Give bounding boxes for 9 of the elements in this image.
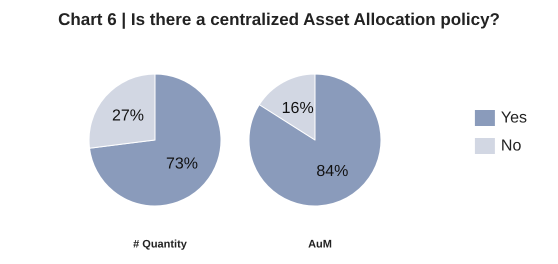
chart-title: Chart 6 | Is there a centralized Asset Allocation policy? <box>58 10 500 29</box>
data-label: 16% <box>282 100 314 117</box>
slice-label: # Quantity <box>133 238 188 250</box>
data-label: 84% <box>316 163 348 180</box>
data-label: 27% <box>112 108 144 125</box>
legend-label: Yes <box>500 110 528 126</box>
legend-label: No <box>500 138 522 154</box>
slice-label: AuM <box>308 238 332 250</box>
data-label: 73% <box>166 155 198 172</box>
